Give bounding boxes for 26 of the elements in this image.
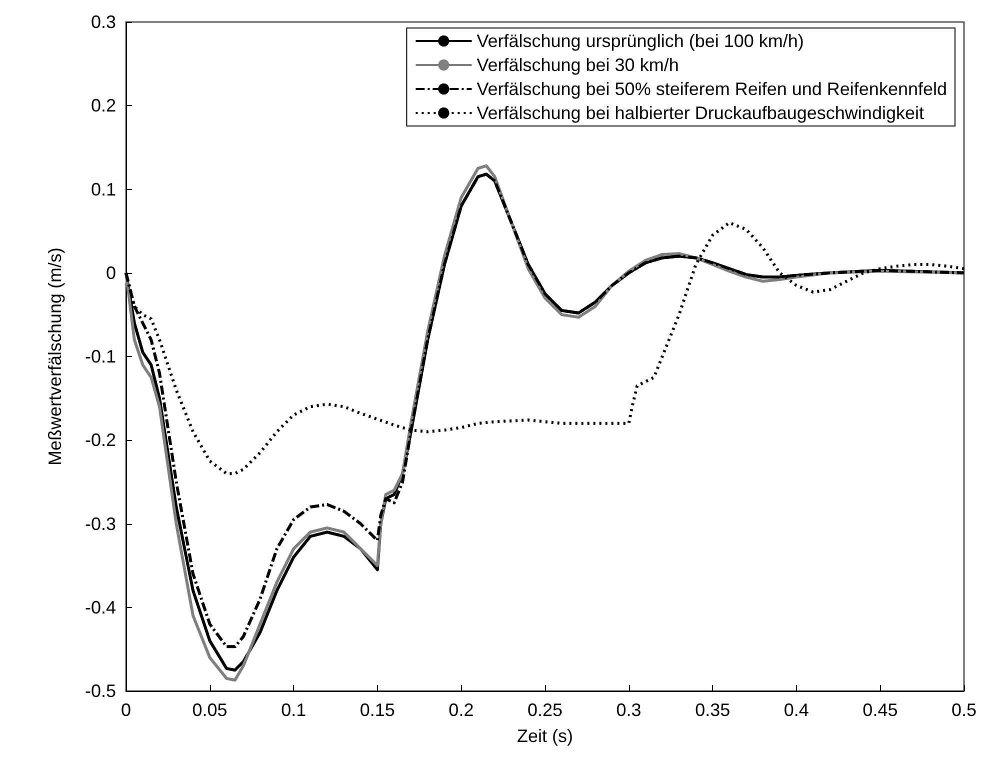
x-tick-label: 0.5 (951, 700, 977, 720)
legend-label: Verfälschung bei 50% steiferem Reifen und Reifenkennfeld (476, 79, 948, 99)
x-tick-label: 0.15 (360, 700, 395, 720)
x-tick-label: 0 (120, 700, 132, 720)
x-tick-label: 0.2 (448, 700, 474, 720)
legend-label: Verfälschung bei halbierter Druckaufbaugeschwindigkeit (476, 103, 924, 123)
x-tick-label: 0.3 (616, 700, 642, 720)
y-tick-label: 0.3 (90, 12, 116, 32)
x-tick-label: 0.05 (192, 700, 228, 720)
x-tick-label: 0.25 (527, 700, 563, 720)
y-tick-label: -0.2 (84, 430, 116, 450)
x-tick-label: 0.35 (695, 700, 730, 720)
legend-label: Verfälschung ursprünglich (bei 100 km/h) (476, 31, 804, 51)
y-tick-label: 0.1 (90, 179, 116, 200)
y-tick-label: 0.2 (90, 96, 116, 116)
x-tick-label: 0.1 (281, 700, 306, 720)
y-tick-label: -0.4 (84, 597, 116, 618)
x-tick-label: 0.4 (784, 700, 809, 720)
x-axis-title: Zeit (s) (517, 726, 573, 746)
y-tick-label: 0 (106, 262, 116, 283)
legend-label: Verfälschung bei 30 km/h (476, 55, 679, 75)
y-axis-title: Meßwertverfälschung (m/s) (45, 247, 65, 466)
y-tick-label: -0.1 (84, 346, 116, 366)
y-tick-label: -0.5 (84, 681, 116, 701)
x-tick-label: 0.45 (862, 700, 898, 720)
y-tick-label: -0.3 (84, 514, 116, 534)
